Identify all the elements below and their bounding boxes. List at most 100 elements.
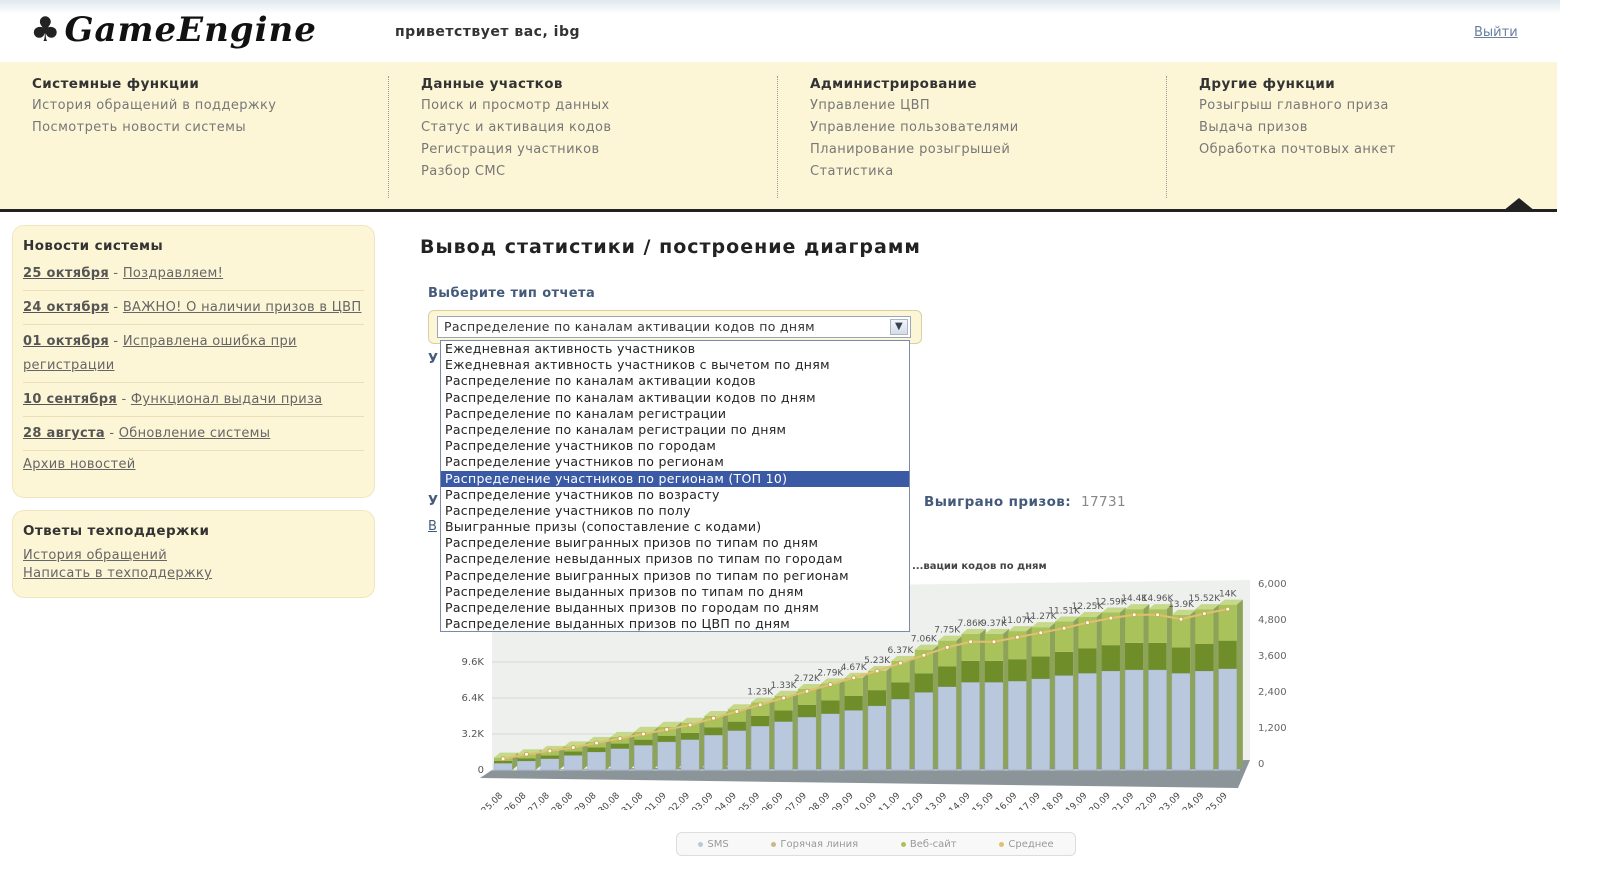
report-option[interactable]: Распределение выданных призов по ЦВП по … — [445, 616, 791, 632]
bar-sms[interactable] — [821, 713, 840, 771]
bar-web[interactable] — [821, 683, 840, 701]
bar-hotline[interactable] — [868, 690, 887, 706]
average-point[interactable] — [874, 668, 880, 674]
chevron-down-icon[interactable]: ▼ — [890, 319, 908, 335]
bar-web[interactable] — [1101, 612, 1120, 646]
legend-item[interactable]: SMS — [698, 839, 729, 850]
bar-hotline[interactable] — [540, 755, 559, 759]
bar-hotline[interactable] — [844, 695, 863, 711]
nav-link[interactable]: Обработка почтовых анкет — [1199, 142, 1396, 157]
average-point[interactable] — [570, 745, 576, 750]
average-point[interactable] — [921, 652, 927, 658]
nav-link[interactable]: Регистрация участников — [421, 142, 600, 157]
average-point[interactable] — [734, 709, 740, 714]
average-point[interactable] — [640, 731, 646, 737]
logout-link[interactable]: Выйти — [1474, 25, 1518, 40]
bar-web[interactable] — [1171, 614, 1191, 648]
average-point[interactable] — [1201, 611, 1207, 617]
bar-sms[interactable] — [634, 745, 653, 771]
bar-web[interactable] — [868, 671, 887, 691]
average-point[interactable] — [944, 644, 950, 650]
legend-item[interactable]: Среднее — [999, 839, 1054, 850]
bar-web[interactable] — [1148, 609, 1167, 643]
bar-hotline[interactable] — [1195, 644, 1214, 671]
bar-web[interactable] — [891, 660, 910, 683]
news-date[interactable]: 25 октября — [23, 266, 109, 281]
bar-web[interactable] — [704, 716, 723, 728]
average-point[interactable] — [1178, 616, 1184, 622]
news-link[interactable]: Поздравляем! — [122, 266, 224, 281]
bar-hotline[interactable] — [751, 716, 770, 727]
bar-hotline[interactable] — [1055, 651, 1074, 676]
news-item[interactable]: 24 октября - ВАЖНО! О наличии призов в Ц… — [23, 296, 364, 325]
news-link[interactable]: ВАЖНО! О наличии призов в ЦВП — [122, 300, 362, 315]
news-date[interactable]: 28 августа — [23, 426, 105, 441]
news-link[interactable]: Функционал выдачи приза — [130, 392, 323, 407]
news-item[interactable]: 01 октября - Исправлена ошибка при регис… — [23, 330, 364, 383]
bar-web[interactable] — [1218, 604, 1237, 641]
average-point[interactable] — [991, 639, 997, 645]
bar-web[interactable] — [1195, 609, 1214, 644]
bar-web[interactable] — [1078, 617, 1097, 649]
bar-hotline[interactable] — [610, 743, 630, 749]
bar-hotline[interactable] — [774, 710, 793, 722]
average-point[interactable] — [523, 751, 529, 757]
nav-link[interactable]: Посмотреть новости системы — [32, 120, 246, 135]
average-point[interactable] — [1084, 620, 1090, 626]
report-option[interactable]: Ежедневная активность участников с вычет… — [445, 357, 830, 373]
bar-web[interactable] — [1125, 609, 1144, 643]
bar-sms[interactable] — [797, 716, 817, 771]
bar-hotline[interactable] — [587, 747, 606, 753]
report-option[interactable]: Распределение участников по возрасту — [445, 486, 720, 502]
report-type-select[interactable]: Распределение по каналам активации кодов… — [437, 316, 911, 338]
nav-link[interactable]: Управление пользователями — [810, 120, 1019, 135]
bar-sms[interactable] — [914, 692, 934, 771]
nav-link[interactable]: История обращений в поддержку — [32, 98, 277, 113]
nav-link[interactable]: Выдача призов — [1199, 120, 1308, 135]
average-point[interactable] — [757, 702, 763, 708]
bar-hotline[interactable] — [517, 758, 536, 761]
bar-hotline[interactable] — [1218, 640, 1237, 669]
news-item[interactable]: 10 сентября - Функционал выдачи приза — [23, 388, 364, 417]
report-option[interactable]: Распределение выигранных призов по типам… — [445, 567, 849, 583]
bar-web[interactable] — [984, 633, 1004, 661]
logo[interactable]: ♣ GameEngine — [30, 10, 317, 50]
bar-hotline[interactable] — [984, 660, 1004, 683]
report-option[interactable]: Распределение участников по полу — [445, 502, 691, 518]
bar-hotline[interactable] — [1031, 656, 1050, 679]
average-point[interactable] — [664, 727, 670, 732]
report-option[interactable]: Распределение по каналам активации кодов — [445, 373, 756, 389]
bar-hotline[interactable] — [891, 682, 910, 700]
bar-sms[interactable] — [867, 705, 887, 771]
average-point[interactable] — [1014, 634, 1020, 640]
average-point[interactable] — [1131, 612, 1137, 618]
bar-sms[interactable] — [1148, 669, 1167, 771]
average-point[interactable] — [781, 695, 787, 701]
report-option[interactable]: Выигранные призы (сопоставление с кодами… — [445, 519, 762, 535]
news-date[interactable]: 10 сентября — [23, 392, 118, 407]
bar-hotline[interactable] — [1148, 642, 1167, 670]
bar-web[interactable] — [844, 677, 863, 696]
average-point[interactable] — [968, 639, 974, 645]
bar-hotline[interactable] — [564, 751, 583, 756]
bar-hotline[interactable] — [1008, 659, 1027, 682]
average-point[interactable] — [1038, 630, 1044, 636]
bar-hotline[interactable] — [494, 761, 513, 764]
report-option[interactable]: Распределение участников по регионам (ТО… — [441, 470, 909, 487]
bar-sms[interactable] — [563, 755, 583, 771]
bar-sms[interactable] — [750, 725, 770, 771]
bar-hotline[interactable] — [797, 704, 817, 718]
nav-link[interactable]: Статистика — [810, 164, 894, 179]
news-item[interactable]: 25 октября - Поздравляем! — [23, 262, 364, 291]
average-point[interactable] — [710, 715, 716, 721]
bar-web[interactable] — [681, 722, 700, 733]
bar-hotline[interactable] — [634, 739, 653, 746]
bar-sms[interactable] — [1101, 670, 1121, 771]
report-option[interactable]: Распределение участников по городам — [445, 438, 717, 454]
bar-sms[interactable] — [517, 760, 536, 771]
report-option[interactable]: Распределение по каналам активации кодов… — [445, 389, 816, 405]
report-option[interactable]: Распределение выигранных призов по типам… — [445, 535, 819, 551]
report-option[interactable]: Ежедневная активность участников — [445, 341, 696, 356]
bar-hotline[interactable] — [1101, 645, 1120, 671]
average-point[interactable] — [1108, 615, 1114, 621]
